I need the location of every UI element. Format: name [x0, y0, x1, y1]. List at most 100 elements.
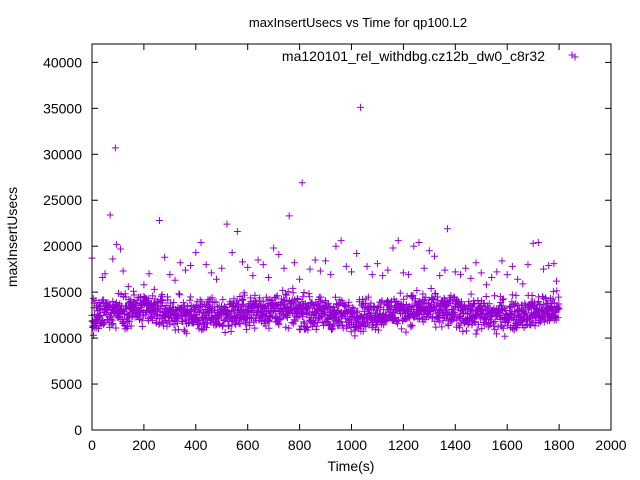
data-point — [317, 293, 325, 301]
legend-marker — [571, 53, 579, 61]
data-point — [402, 328, 410, 336]
data-point — [159, 296, 167, 304]
data-point — [135, 294, 143, 302]
data-point — [304, 326, 312, 334]
data-point — [312, 325, 320, 333]
data-point — [393, 320, 401, 328]
data-point — [457, 313, 465, 321]
data-point — [300, 289, 308, 297]
data-point — [438, 323, 446, 331]
data-point — [305, 290, 313, 298]
data-point — [239, 296, 247, 304]
data-point — [462, 264, 470, 272]
data-point — [428, 294, 436, 302]
data-point — [181, 316, 189, 324]
data-point — [374, 326, 382, 334]
data-point — [219, 296, 227, 304]
data-point — [482, 292, 490, 300]
data-point — [368, 271, 376, 279]
data-point — [459, 328, 467, 336]
data-point — [553, 287, 561, 295]
data-point — [337, 237, 345, 245]
data-point — [353, 250, 361, 258]
data-point — [528, 292, 536, 300]
data-point — [394, 316, 402, 324]
data-point — [350, 304, 358, 312]
data-point — [502, 307, 510, 315]
data-point — [396, 289, 404, 297]
data-point — [266, 295, 274, 303]
data-point — [329, 325, 337, 333]
data-point — [289, 289, 297, 297]
data-point — [280, 264, 288, 272]
data-point — [256, 294, 264, 302]
data-point — [511, 311, 519, 319]
data-point — [181, 327, 189, 335]
data-point — [545, 261, 553, 269]
data-point — [197, 239, 205, 247]
data-point — [379, 272, 387, 280]
data-point — [411, 312, 419, 320]
data-point — [311, 256, 319, 264]
data-point — [249, 272, 257, 280]
data-point — [477, 269, 485, 277]
data-point — [328, 326, 336, 334]
data-point — [473, 326, 481, 334]
data-point — [416, 297, 424, 305]
data-point — [398, 325, 406, 333]
data-point — [296, 275, 304, 283]
data-point — [262, 293, 270, 301]
plot-marks — [88, 51, 576, 340]
data-point — [456, 271, 464, 279]
data-point — [456, 324, 464, 332]
data-point — [421, 316, 429, 324]
y-tick-label: 20000 — [43, 238, 82, 254]
data-point — [386, 306, 394, 314]
data-point — [124, 323, 132, 331]
data-point — [444, 321, 452, 329]
data-point — [537, 314, 545, 322]
data-point — [214, 319, 222, 327]
data-point — [171, 276, 179, 284]
data-point — [181, 266, 189, 274]
data-point — [298, 179, 306, 187]
data-point — [119, 267, 127, 275]
data-point — [172, 316, 180, 324]
data-point — [548, 303, 556, 311]
data-point — [303, 309, 311, 317]
x-tick-label: 200 — [132, 437, 156, 453]
data-point — [414, 315, 422, 323]
data-point — [124, 317, 132, 325]
data-point — [174, 311, 182, 319]
data-point — [554, 306, 562, 314]
data-point — [92, 296, 100, 304]
data-point — [291, 317, 299, 325]
data-point — [432, 290, 440, 298]
data-point — [389, 244, 397, 252]
legend-label: ma120101_rel_withdbg.cz12b_dw0_c8r32 — [282, 48, 545, 64]
y-tick-label: 35000 — [43, 100, 82, 116]
data-point — [440, 313, 448, 321]
data-point — [384, 266, 392, 274]
data-point — [207, 269, 215, 277]
data-point — [109, 255, 117, 263]
data-point — [251, 291, 259, 299]
data-point — [472, 330, 480, 338]
data-point — [241, 319, 249, 327]
data-point — [251, 324, 259, 332]
data-point — [242, 320, 250, 328]
data-point — [436, 318, 444, 326]
x-tick-label: 2000 — [595, 437, 626, 453]
data-point — [202, 261, 210, 269]
data-point — [482, 305, 490, 313]
data-point — [531, 322, 539, 330]
data-point — [120, 310, 128, 318]
data-point — [212, 298, 220, 306]
data-point — [485, 300, 493, 308]
data-point — [292, 300, 300, 308]
data-point — [362, 323, 370, 331]
data-point — [549, 295, 557, 303]
data-point — [121, 290, 129, 298]
data-point — [124, 283, 132, 291]
